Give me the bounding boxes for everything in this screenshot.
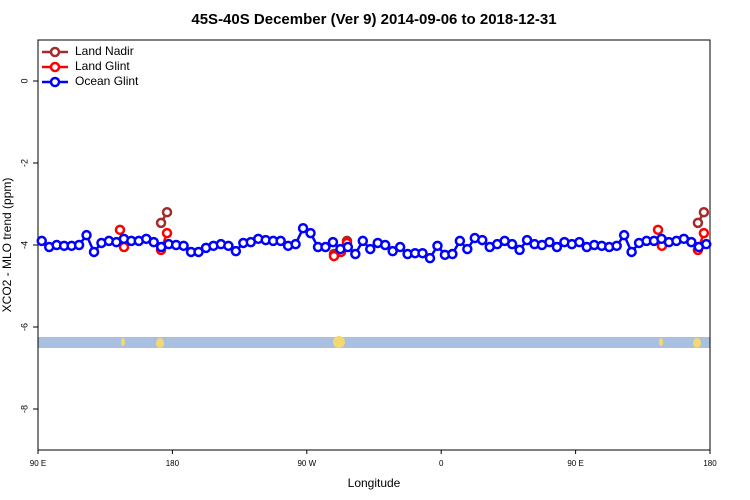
legend-marker xyxy=(49,61,61,73)
x-tick-label: 180 xyxy=(166,459,180,468)
x-tick-label: 180 xyxy=(703,459,717,468)
x-tick-label: 90 E xyxy=(30,459,46,468)
legend-label: Land Nadir xyxy=(75,44,134,58)
point xyxy=(379,239,391,251)
y-tick-label: -4 xyxy=(19,241,29,249)
chart-title: 45S-40S December (Ver 9) 2014-09-06 to 2… xyxy=(191,11,556,28)
point xyxy=(394,241,406,253)
y-tick-label: -8 xyxy=(19,405,29,413)
point xyxy=(350,248,361,260)
point xyxy=(36,235,47,247)
point xyxy=(698,227,710,239)
point xyxy=(574,236,585,248)
point xyxy=(148,236,159,248)
legend-label: Land Glint xyxy=(75,59,130,73)
point xyxy=(297,222,309,234)
x-axis-label: Longitude xyxy=(348,476,401,490)
point xyxy=(454,235,466,247)
x-tick-label: 90 E xyxy=(567,459,583,468)
y-tick-label: -6 xyxy=(19,323,29,331)
point xyxy=(424,252,436,264)
legend-label: Ocean Glint xyxy=(75,74,139,88)
point xyxy=(357,235,369,247)
x-tick-label: 0 xyxy=(439,459,444,468)
point xyxy=(514,244,525,256)
point xyxy=(462,243,473,255)
point xyxy=(223,240,234,252)
point xyxy=(305,227,316,239)
point xyxy=(701,238,712,250)
point xyxy=(521,234,533,246)
legend-marker xyxy=(49,76,61,88)
point xyxy=(73,239,85,251)
point xyxy=(692,217,704,229)
point xyxy=(387,245,398,257)
point xyxy=(626,246,637,258)
point xyxy=(320,241,331,253)
point xyxy=(155,217,167,229)
point xyxy=(178,240,189,252)
point xyxy=(432,240,443,252)
point xyxy=(193,246,204,258)
point xyxy=(88,246,100,258)
point xyxy=(447,248,458,260)
y-tick-label: -2 xyxy=(19,159,29,167)
point xyxy=(230,245,242,257)
point xyxy=(275,235,286,247)
x-tick-label: 90 W xyxy=(297,459,316,468)
point xyxy=(551,241,563,253)
point xyxy=(611,240,622,252)
point xyxy=(506,238,518,250)
point xyxy=(114,224,126,236)
point xyxy=(327,236,339,248)
point xyxy=(365,243,376,255)
legend-marker xyxy=(49,46,61,58)
point xyxy=(686,236,697,248)
point xyxy=(118,241,130,253)
y-axis-label: XCO2 - MLO trend (ppm) xyxy=(0,178,14,313)
point xyxy=(417,247,428,259)
point xyxy=(342,241,354,253)
point xyxy=(81,229,92,241)
land-sea-strip xyxy=(38,336,710,348)
point xyxy=(161,227,173,239)
point xyxy=(652,224,664,236)
point xyxy=(618,229,630,241)
point xyxy=(477,234,488,246)
y-tick-label: 0 xyxy=(19,78,29,83)
point xyxy=(698,206,710,218)
point xyxy=(544,236,555,248)
point xyxy=(290,238,301,250)
point xyxy=(161,206,173,218)
